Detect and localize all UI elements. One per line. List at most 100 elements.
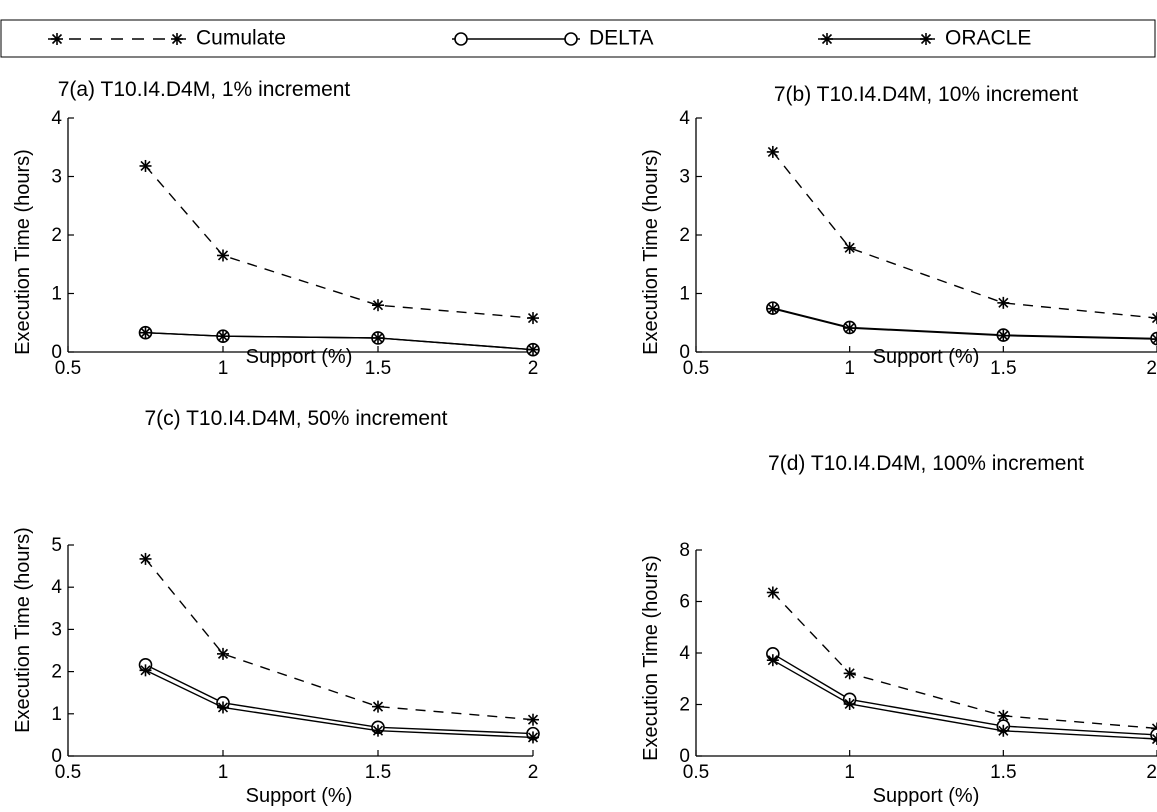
- x-tick-label: 2: [1146, 762, 1157, 783]
- x-axis-label: Support (%): [246, 785, 353, 807]
- series-delta: [766, 646, 1157, 742]
- axes: 0 1 2 3 4 5 0.5 1 1.5 2: [51, 535, 538, 783]
- legend-marker-start: [821, 33, 833, 45]
- y-tick-label: 2: [679, 225, 690, 246]
- y-tick-label: 3: [679, 167, 690, 188]
- data-point-oracle-0: [139, 664, 152, 677]
- data-point-oracle-1: [217, 701, 229, 714]
- legend-marker-end: [564, 32, 578, 46]
- data-point-cumulate-1: [843, 667, 856, 680]
- data-point-oracle-2: [372, 331, 384, 344]
- legend: Cumulate DELTA ORACLE: [0, 19, 1156, 58]
- axes: 0 2 4 6 8 0.5 1 1.5 2: [679, 540, 1157, 783]
- series-line-cumulate: [772, 151, 1157, 319]
- series-oracle: [766, 654, 1157, 746]
- x-tick-label: 1: [218, 358, 229, 379]
- data-point-cumulate-3: [527, 312, 539, 325]
- y-tick-label: 2: [679, 695, 690, 716]
- x-tick-label: 2: [528, 358, 539, 379]
- legend-label-oracle: ORACLE: [945, 27, 1031, 50]
- y-axis-label: Execution Time (hours): [12, 527, 34, 733]
- y-tick-label: 3: [51, 167, 62, 188]
- data-point-cumulate-0: [766, 586, 779, 599]
- data-point-oracle-3: [527, 731, 539, 744]
- x-tick-label: 1.5: [990, 358, 1016, 379]
- y-tick-label: 0: [51, 746, 62, 767]
- series-oracle: [139, 326, 539, 356]
- y-tick-label: 4: [679, 643, 690, 664]
- data-point-cumulate-0: [766, 145, 779, 158]
- series-cumulate: [139, 159, 539, 325]
- panel-title: 7(b) T10.I4.D4M, 10% increment: [774, 83, 1078, 106]
- series-cumulate: [766, 586, 1157, 735]
- x-axis-label: Support (%): [873, 785, 980, 807]
- plot-area: [766, 145, 1157, 346]
- x-tick-label: 2: [1146, 358, 1157, 379]
- data-point-oracle-2: [997, 329, 1010, 342]
- x-tick-label: 0.5: [55, 762, 81, 783]
- data-point-oracle-0: [766, 302, 779, 315]
- data-point-cumulate-1: [217, 647, 229, 660]
- panel-title: 7(a) T10.I4.D4M, 1% increment: [58, 78, 351, 101]
- series-cumulate: [139, 552, 539, 726]
- y-tick-label: 8: [679, 540, 690, 561]
- legend-label-cumulate: Cumulate: [196, 27, 286, 50]
- panel-7b: 7(b) T10.I4.D4M, 10% increment Support (…: [640, 83, 1157, 379]
- plot-area: [138, 159, 540, 357]
- series-oracle: [139, 664, 539, 744]
- x-tick-label: 1.5: [990, 762, 1016, 783]
- data-point-cumulate-1: [217, 249, 229, 262]
- y-tick-label: 0: [679, 746, 690, 767]
- y-tick-label: 4: [51, 108, 62, 129]
- data-point-oracle-3: [527, 343, 539, 356]
- legend-item-cumulate: Cumulate: [48, 27, 286, 50]
- legend-sample-oracle: [818, 33, 935, 45]
- x-tick-label: 1.5: [365, 762, 391, 783]
- x-axis-label: Support (%): [873, 346, 980, 368]
- data-point-cumulate-3: [1151, 312, 1157, 325]
- legend-box: [0, 19, 1156, 58]
- panel-title: 7(d) T10.I4.D4M, 100% increment: [768, 452, 1084, 475]
- x-tick-label: 0.5: [683, 762, 709, 783]
- legend-item-oracle: ORACLE: [818, 27, 1031, 50]
- data-point-cumulate-1: [843, 241, 856, 254]
- data-point-cumulate-3: [527, 713, 539, 726]
- series-line-oracle: [772, 308, 1157, 340]
- data-point-oracle-1: [843, 322, 856, 335]
- x-axis-label: Support (%): [246, 346, 353, 368]
- legend-marker-end: [920, 33, 932, 45]
- series-line-oracle: [145, 332, 534, 351]
- data-point-cumulate-0: [139, 552, 152, 565]
- series-line-delta: [145, 664, 534, 735]
- plot-area: [766, 586, 1157, 746]
- legend-marker-end: [171, 33, 183, 45]
- data-point-cumulate-0: [139, 159, 152, 172]
- series-line-cumulate: [144, 165, 534, 319]
- data-point-oracle-0: [139, 326, 152, 339]
- data-point-cumulate-2: [372, 299, 384, 312]
- panel-7d: 7(d) T10.I4.D4M, 100% increment Support …: [640, 452, 1157, 807]
- axes: 0 1 2 3 4 0.5 1 1.5 2: [679, 108, 1157, 379]
- data-point-oracle-1: [217, 330, 229, 343]
- y-axis-label: Execution Time (hours): [640, 149, 662, 355]
- data-point-oracle-0: [766, 654, 779, 667]
- axes: 0 1 2 3 4 0.5 1 1.5 2: [51, 108, 538, 379]
- legend-marker-start: [51, 33, 63, 45]
- legend-sample-delta: [452, 32, 580, 46]
- y-tick-label: 3: [51, 619, 62, 640]
- data-point-oracle-2: [372, 724, 384, 737]
- y-axis-label: Execution Time (hours): [640, 555, 662, 761]
- data-point-oracle-3: [1151, 733, 1157, 746]
- data-point-cumulate-2: [372, 700, 384, 713]
- y-tick-label: 4: [679, 108, 690, 129]
- series-line-oracle: [145, 669, 534, 739]
- data-point-oracle-2: [997, 724, 1010, 737]
- plot-area: [138, 552, 540, 744]
- series-cumulate: [766, 145, 1157, 325]
- series-line-oracle: [772, 659, 1157, 740]
- series-line-cumulate: [144, 558, 534, 721]
- y-tick-label: 2: [51, 225, 62, 246]
- data-point-cumulate-2: [997, 296, 1010, 309]
- legend-marker-start: [454, 32, 468, 46]
- y-tick-label: 1: [51, 704, 62, 725]
